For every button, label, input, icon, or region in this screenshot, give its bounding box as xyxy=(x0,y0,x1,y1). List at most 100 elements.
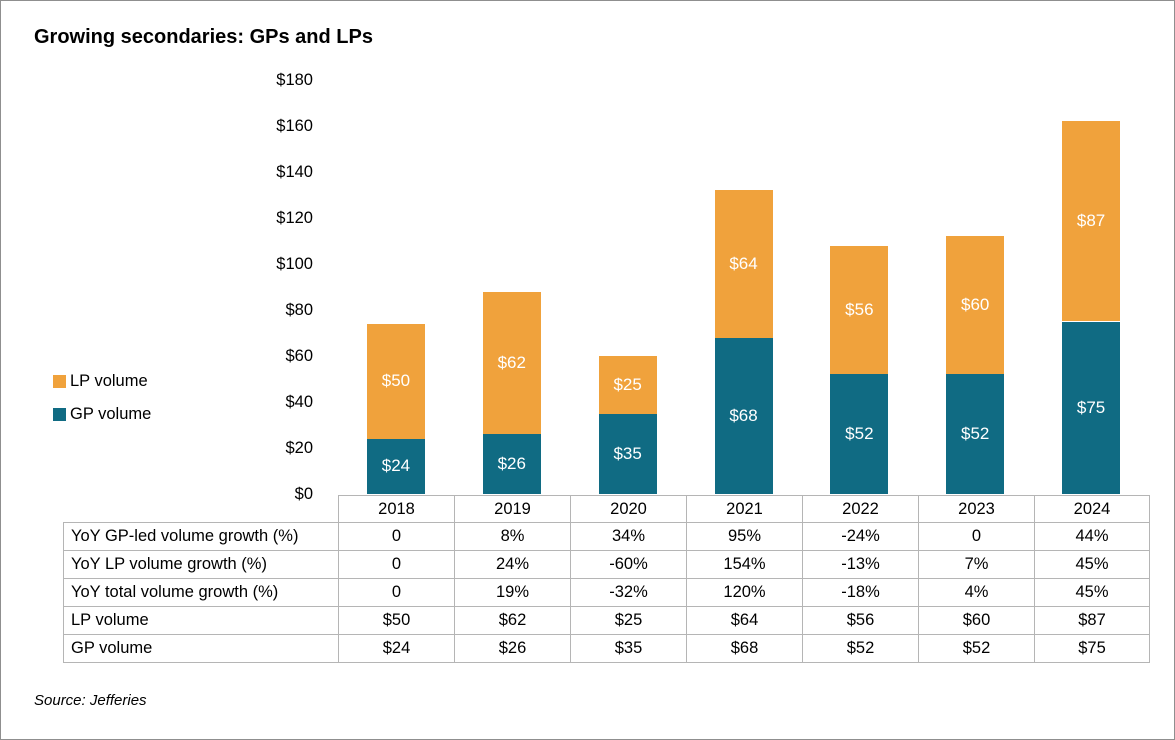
table-cell: 95% xyxy=(686,522,803,551)
bar-segment-gp-2019: $26 xyxy=(482,434,541,494)
table-cell: 0 xyxy=(338,522,455,551)
bar-segment-lp-2019: $62 xyxy=(482,291,541,435)
table-cell: 19% xyxy=(454,578,571,607)
table-cell: $87 xyxy=(1034,606,1150,635)
bar-segment-lp-2023: $60 xyxy=(946,236,1005,375)
table-cell: $25 xyxy=(570,606,687,635)
table-cell: 0 xyxy=(338,578,455,607)
chart-title: Growing secondaries: GPs and LPs xyxy=(34,26,373,48)
y-axis-tick-label: $0 xyxy=(294,485,313,503)
table-cell: $68 xyxy=(686,634,803,663)
y-axis-tick-label: $140 xyxy=(276,163,313,181)
table-cell: 45% xyxy=(1034,578,1150,607)
bar-value-label: $52 xyxy=(845,424,874,444)
y-axis-tick-label: $40 xyxy=(285,393,313,411)
table-cell: 34% xyxy=(570,522,687,551)
bar-segment-gp-2018: $24 xyxy=(366,438,425,494)
legend: LP volume GP volume xyxy=(53,372,151,438)
table-cell: $64 xyxy=(686,606,803,635)
table-cell: 8% xyxy=(454,522,571,551)
table-row: LP volume $50 $62 $25 $64 $56 $60 $87 xyxy=(63,606,1150,635)
table-year-header: 2023 xyxy=(918,495,1035,523)
table-cell: -32% xyxy=(570,578,687,607)
bar-value-label: $52 xyxy=(961,424,990,444)
table-cell: 120% xyxy=(686,578,803,607)
table-cell: -18% xyxy=(802,578,919,607)
table-row-label: LP volume xyxy=(63,606,339,635)
bar-value-label: $75 xyxy=(1076,397,1106,417)
bar-value-label: $50 xyxy=(381,371,411,391)
table-cell: 44% xyxy=(1034,522,1150,551)
table-cell: $56 xyxy=(802,606,919,635)
bar-segment-lp-2024: $87 xyxy=(1062,121,1121,322)
table-row: YoY GP-led volume growth (%) 0 8% 34% 95% -24… xyxy=(63,522,1150,551)
bar-segment-gp-2023: $52 xyxy=(946,374,1005,494)
table-year-header: 2019 xyxy=(454,495,571,523)
bar-value-label: $87 xyxy=(1076,211,1106,231)
bar-value-label: $62 xyxy=(497,352,526,372)
lp-volume-swatch-icon xyxy=(53,375,66,388)
table-row-label: YoY total volume growth (%) xyxy=(63,578,339,607)
table-year-header: 2021 xyxy=(686,495,803,523)
bar-segment-gp-2024: $75 xyxy=(1062,321,1121,494)
legend-item-gp-volume: GP volume xyxy=(53,405,151,424)
y-axis-tick-label: $60 xyxy=(285,347,313,365)
data-table: 2018 2019 2020 2021 2022 2023 2024 YoY GP-led v… xyxy=(63,495,1150,663)
y-axis-tick-label: $160 xyxy=(276,117,313,135)
table-cell: 154% xyxy=(686,550,803,579)
table-cell: 24% xyxy=(454,550,571,579)
table-year-header: 2022 xyxy=(802,495,919,523)
table-cell: -60% xyxy=(570,550,687,579)
table-cell: $50 xyxy=(338,606,455,635)
bar-value-label: $26 xyxy=(497,454,526,474)
bar-segment-lp-2021: $64 xyxy=(714,190,773,338)
bar-value-label: $60 xyxy=(961,295,990,315)
gp-volume-swatch-icon xyxy=(53,408,66,421)
bar-segment-lp-2020: $25 xyxy=(598,356,657,414)
bar-value-label: $56 xyxy=(845,299,874,319)
table-year-header: 2020 xyxy=(570,495,687,523)
bar-segment-gp-2021: $68 xyxy=(714,337,773,494)
y-axis-tick-label: $120 xyxy=(276,209,313,227)
table-cell: 4% xyxy=(918,578,1035,607)
table-cell: 0 xyxy=(918,522,1035,551)
table-cell: $52 xyxy=(802,634,919,663)
y-axis-tick-label: $80 xyxy=(285,301,313,319)
table-cell: $52 xyxy=(918,634,1035,663)
table-row: GP volume $24 $26 $35 $68 $52 $52 $75 xyxy=(63,634,1150,663)
y-axis-tick-label: $20 xyxy=(285,439,313,457)
bar-value-label: $68 xyxy=(729,405,758,425)
legend-item-lp-volume: LP volume xyxy=(53,372,151,391)
table-row: YoY total volume growth (%) 0 19% -32% 120% -… xyxy=(63,578,1150,607)
table-cell: $26 xyxy=(454,634,571,663)
table-cell: 7% xyxy=(918,550,1035,579)
bar-value-label: $24 xyxy=(381,456,411,476)
table-row-label: GP volume xyxy=(63,634,339,663)
bar-segment-lp-2022: $56 xyxy=(830,245,889,375)
table-row: YoY LP volume growth (%) 0 24% -60% 154% -13%… xyxy=(63,550,1150,579)
table-cell: 0 xyxy=(338,550,455,579)
table-cell: 45% xyxy=(1034,550,1150,579)
table-row-label: YoY LP volume growth (%) xyxy=(63,550,339,579)
table-year-header: 2024 xyxy=(1034,495,1150,523)
table-cell: $24 xyxy=(338,634,455,663)
bar-segment-gp-2022: $52 xyxy=(830,374,889,494)
table-row-label: YoY GP-led volume growth (%) xyxy=(63,522,339,551)
table-cell: $75 xyxy=(1034,634,1150,663)
legend-label-gp: GP volume xyxy=(70,405,152,423)
source-note: Source: Jefferies xyxy=(34,692,147,709)
table-cell: -24% xyxy=(802,522,919,551)
legend-label-lp: LP volume xyxy=(70,372,148,390)
table-header-row: 2018 2019 2020 2021 2022 2023 2024 xyxy=(64,495,1150,523)
table-cell: $60 xyxy=(918,606,1035,635)
table-corner-cell xyxy=(64,496,339,523)
table-year-header: 2018 xyxy=(338,495,455,523)
bar-value-label: $25 xyxy=(613,374,642,394)
table-cell: -13% xyxy=(802,550,919,579)
bar-segment-lp-2018: $50 xyxy=(366,323,425,439)
y-axis-tick-label: $100 xyxy=(276,255,313,273)
table-cell: $35 xyxy=(570,634,687,663)
bar-value-label: $64 xyxy=(729,253,758,273)
bar-segment-gp-2020: $35 xyxy=(598,413,657,494)
